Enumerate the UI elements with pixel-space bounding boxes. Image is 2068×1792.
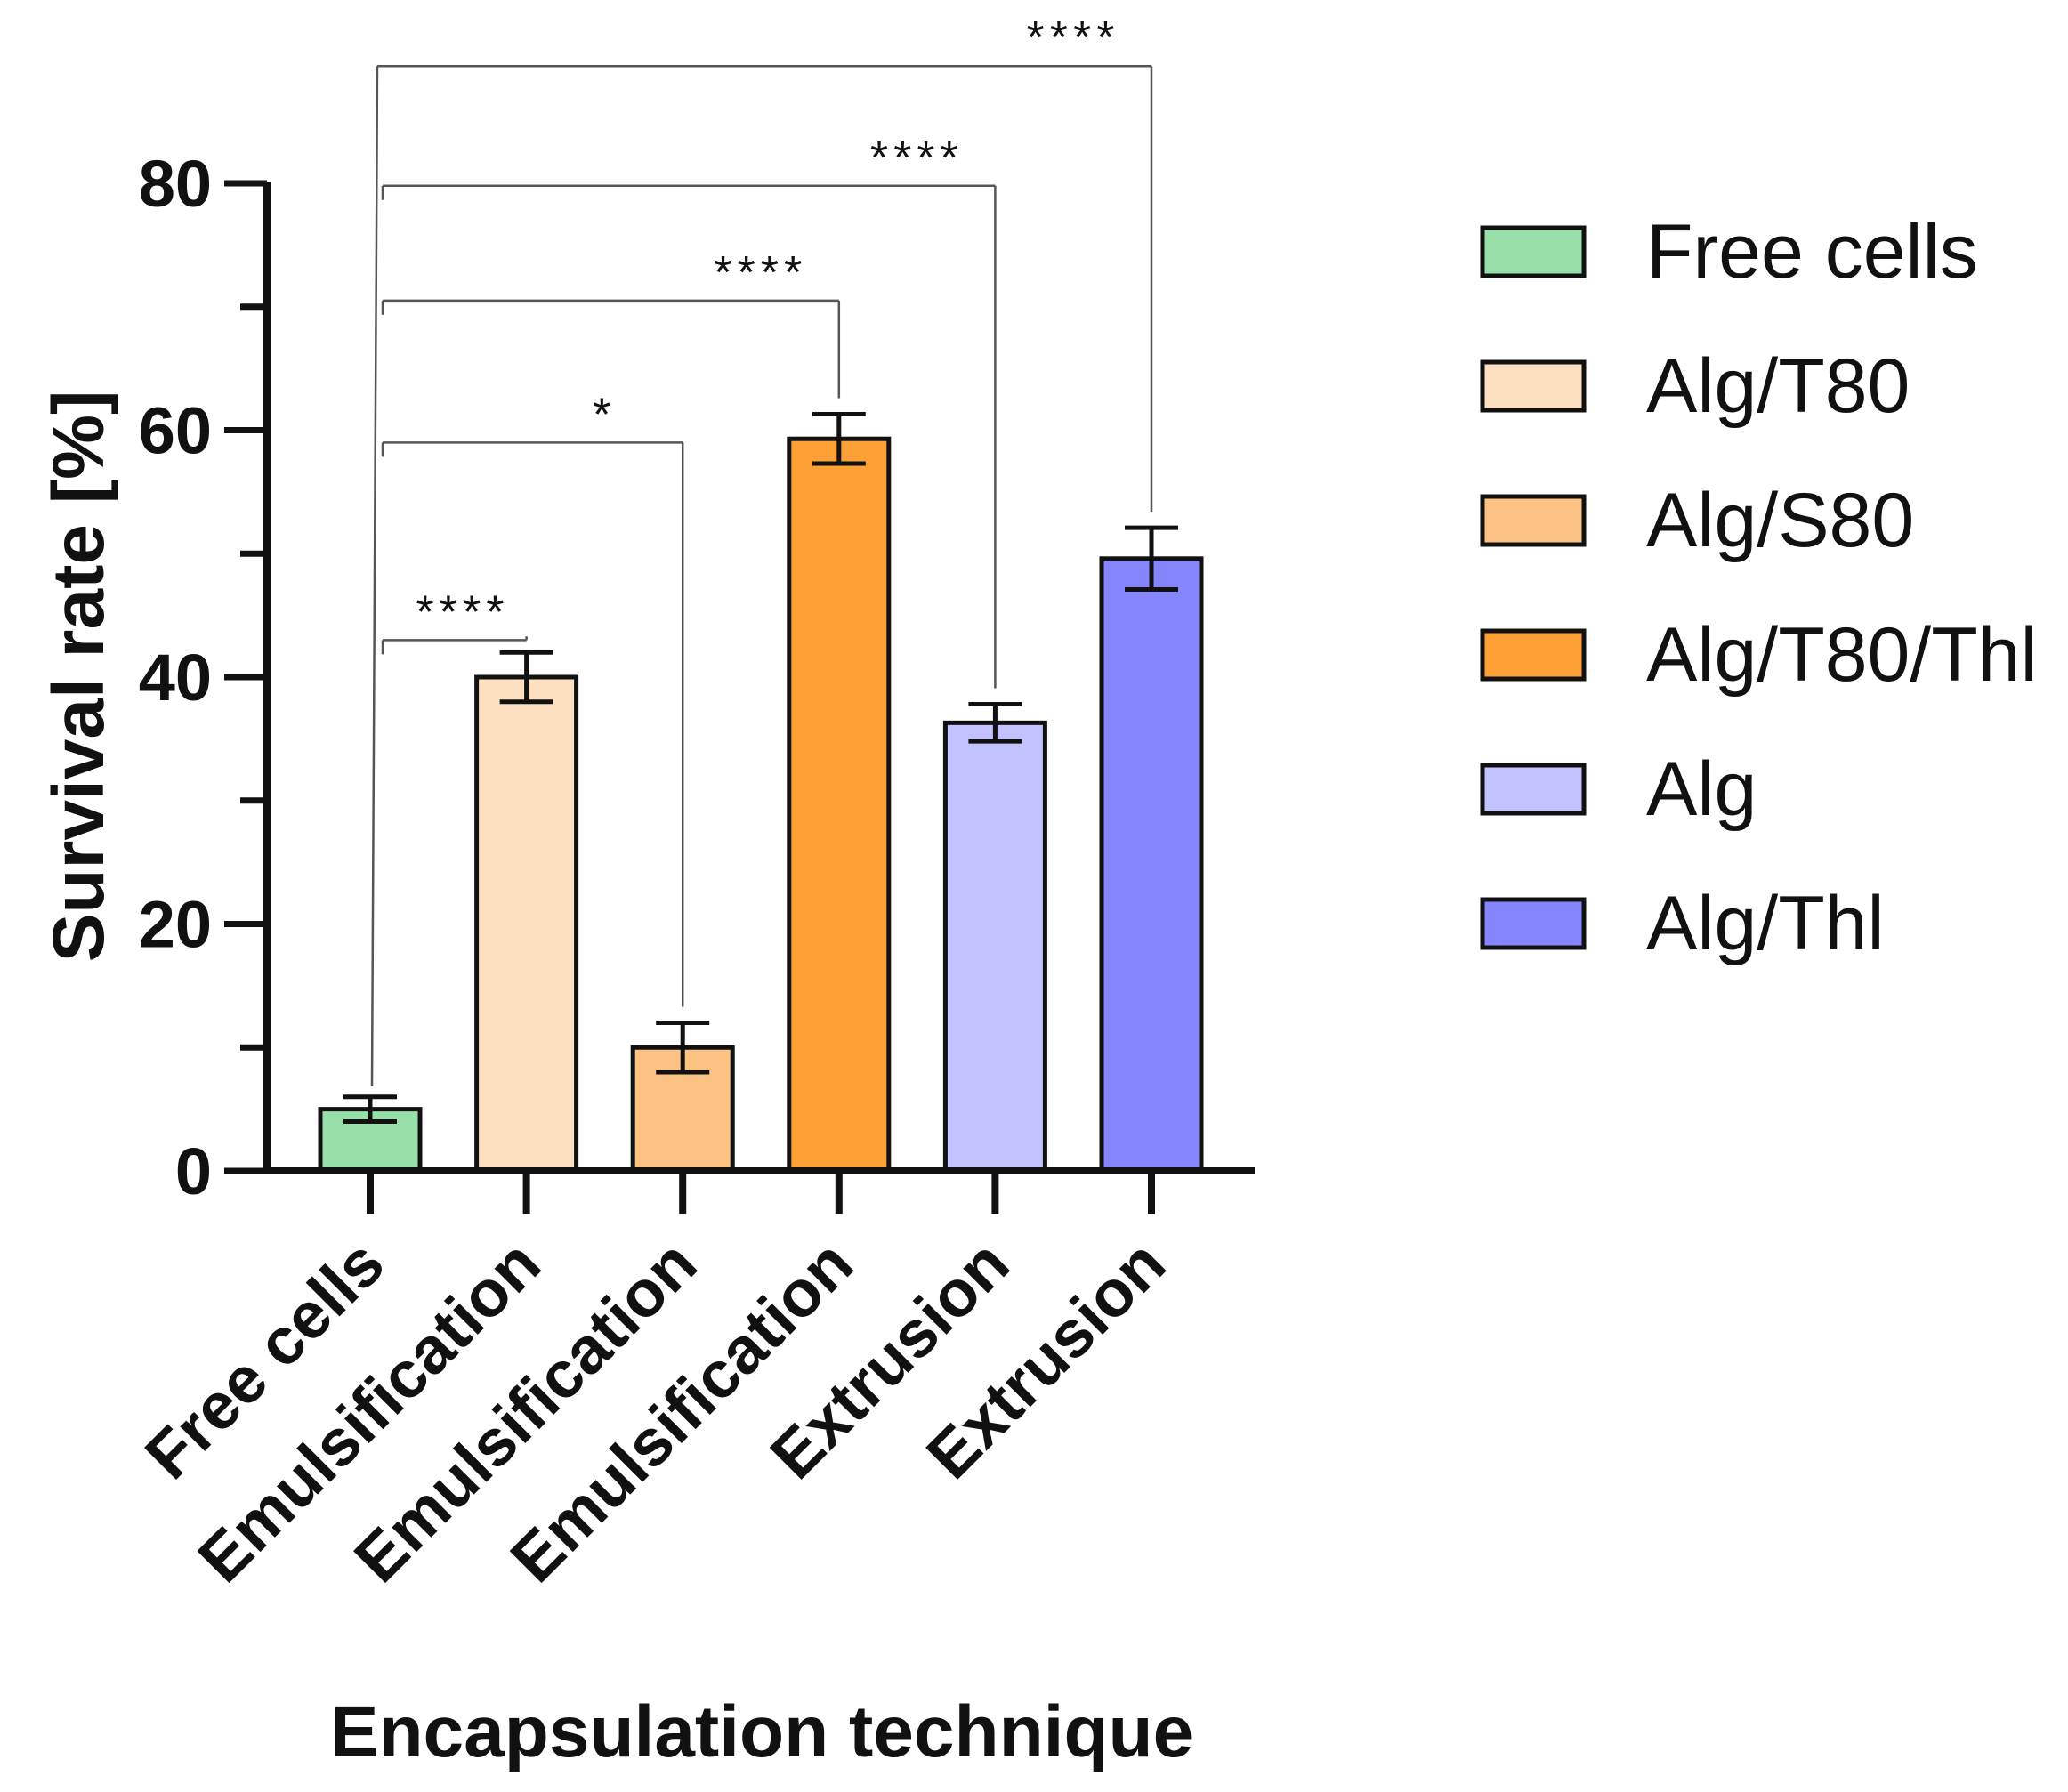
- y-tick-label: 20: [139, 888, 212, 962]
- significance-brackets: *****************: [370, 12, 1153, 1086]
- bar-6: [1099, 556, 1204, 1174]
- legend-label: Free cells: [1646, 209, 1978, 295]
- legend-label: Alg/T80/Thl: [1646, 612, 2038, 698]
- legend-label: Alg/S80: [1646, 478, 1914, 563]
- significance-label: ****: [714, 247, 807, 299]
- y-tick-label: 60: [139, 394, 212, 468]
- bars: [318, 411, 1204, 1174]
- significance-label: ****: [416, 586, 510, 638]
- axes: [224, 180, 1255, 1214]
- bar-5: [942, 720, 1047, 1174]
- significance-label: ****: [1027, 12, 1120, 64]
- legend-swatch: [1480, 225, 1587, 278]
- legend-swatch: [1480, 359, 1587, 413]
- y-tick-label: 80: [139, 147, 212, 221]
- legend-swatch: [1480, 897, 1587, 950]
- legend-swatch: [1480, 628, 1587, 682]
- bracket-source-drop: [370, 66, 379, 1086]
- legend-swatch: [1480, 763, 1587, 816]
- bar-2: [474, 674, 579, 1174]
- x-axis-title: Encapsulation technique: [330, 1691, 1193, 1772]
- legend: Free cells Alg/T80 Alg/S80 Alg/T80/Thl Alg Al…: [1480, 209, 2038, 966]
- legend-swatch: [1480, 494, 1587, 547]
- legend-label: Alg/T80: [1646, 343, 1910, 429]
- legend-label: Alg: [1646, 747, 1757, 832]
- y-axis-title: Survival rate [%]: [38, 391, 119, 963]
- y-tick-label: 0: [175, 1134, 212, 1208]
- significance-label: *: [593, 389, 616, 440]
- bar-4: [787, 436, 892, 1174]
- significance-label: ****: [870, 133, 964, 184]
- legend-label: Alg/Thl: [1646, 881, 1885, 966]
- y-tick-label: 40: [139, 641, 212, 714]
